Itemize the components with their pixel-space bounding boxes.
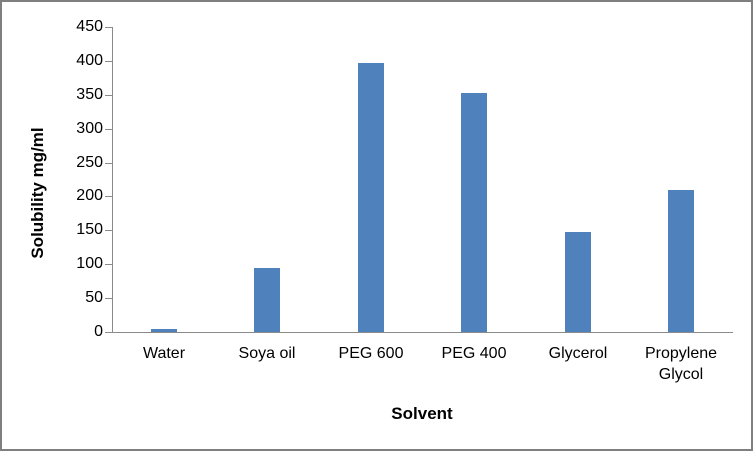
x-category-label: Glycerol — [548, 345, 608, 362]
y-tick-label: 100 — [76, 255, 103, 273]
y-tick-mark — [105, 94, 112, 96]
bar-peg-400 — [461, 93, 487, 332]
y-tick-label: 300 — [76, 119, 103, 137]
y-tick-mark — [105, 230, 112, 232]
x-category-label: Water — [142, 345, 186, 362]
bar-glycerol — [565, 232, 591, 332]
y-tick-label: 150 — [76, 221, 103, 239]
y-tick-label: 350 — [76, 85, 103, 103]
bar-soya-oil — [254, 268, 280, 332]
y-tick-label: 0 — [94, 323, 103, 340]
y-tick-label: 250 — [76, 153, 103, 171]
y-tick-label: 400 — [76, 51, 103, 69]
y-tick-mark — [105, 196, 112, 198]
bar-propylene-glycol — [668, 190, 694, 332]
y-axis-title: Solubility mg/ml — [28, 127, 47, 259]
y-axis-line — [112, 27, 113, 333]
bar-water — [151, 329, 177, 332]
y-tick-mark — [105, 162, 112, 164]
x-axis-line — [112, 332, 733, 333]
y-tick-mark — [105, 60, 112, 62]
bar-peg-600 — [358, 63, 384, 332]
y-tick-mark — [105, 27, 112, 28]
y-tick-mark — [105, 264, 112, 266]
y-tick-label: 450 — [76, 18, 103, 35]
x-axis-title: Solvent — [391, 404, 453, 423]
y-tick-label: 50 — [85, 289, 103, 307]
y-tick-mark — [105, 298, 112, 300]
x-category-label: PEG 600 — [338, 345, 404, 362]
y-tick-mark — [105, 128, 112, 130]
x-category-label: PEG 400 — [441, 345, 507, 362]
y-tick-mark — [105, 332, 112, 333]
x-category-label: Soya oil — [238, 345, 296, 362]
x-category-label: Propylene Glycol — [644, 345, 718, 383]
y-tick-label: 200 — [76, 187, 103, 205]
